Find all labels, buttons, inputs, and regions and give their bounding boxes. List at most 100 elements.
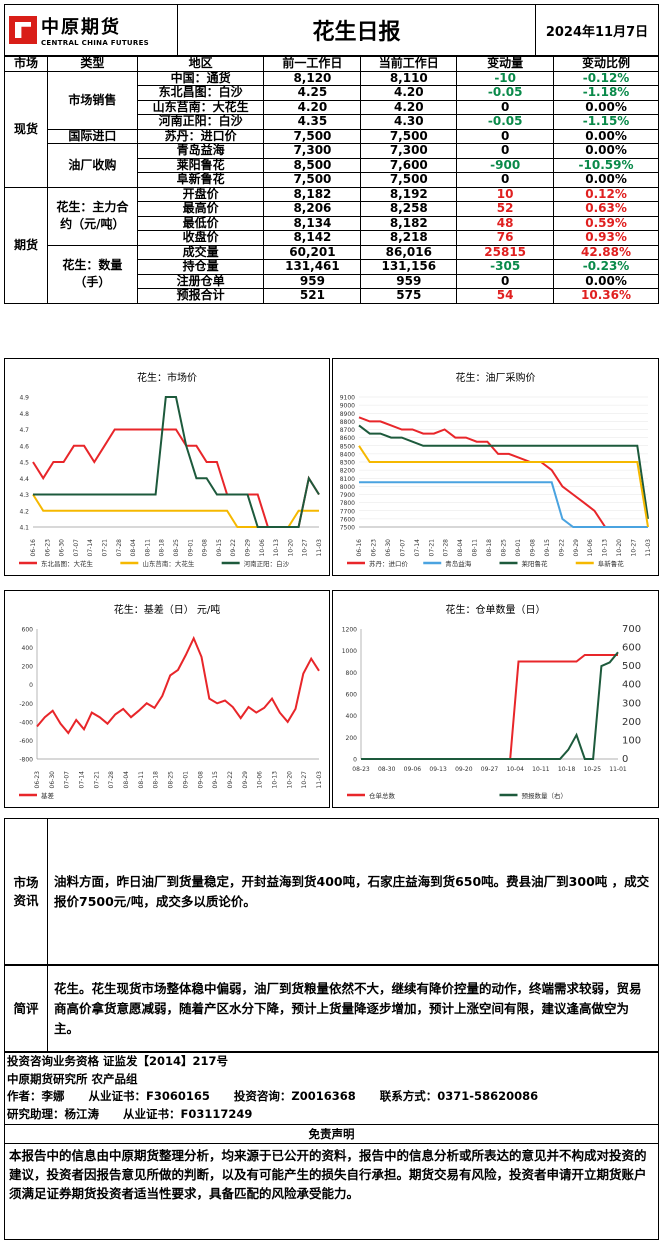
prev-value-cell: 8,134 bbox=[263, 215, 362, 231]
table-row: 最高价 8,206 8,258 52 0.63% bbox=[5, 201, 659, 217]
x-tick-label: 08-18 bbox=[486, 539, 493, 557]
prev-value-cell: 521 bbox=[263, 288, 362, 304]
x-tick-label: 09-08 bbox=[529, 539, 536, 557]
cur-value-cell: 8,110 bbox=[360, 70, 458, 86]
disclaimer-title: 免责声明 bbox=[4, 1124, 659, 1144]
chart-title: 花生：市场价 bbox=[137, 371, 197, 384]
ratio-cell: 0.63% bbox=[553, 201, 659, 217]
prev-value-cell: 8,120 bbox=[263, 70, 362, 86]
chart-market-price: 花生：市场价 4.9 4.8 4.7 4.6 4.5 4.4 4.3 4.2 4.1 06-16 06… bbox=[4, 358, 330, 576]
x-tick-label: 07-28 bbox=[116, 539, 123, 557]
col-header-change: 变动量 bbox=[456, 56, 555, 72]
legend-label: 青岛益海 bbox=[445, 559, 472, 568]
x-tick-label: 06-30 bbox=[49, 771, 56, 789]
y-tick-label: 4.7 bbox=[19, 427, 29, 434]
series-line bbox=[33, 396, 320, 528]
y-tick-label: 8000 bbox=[340, 484, 355, 491]
market-info-section: 市场资讯 油料方面，昨日油厂到货量稳定，开封益海到货400吨，石家庄益海到货65… bbox=[4, 818, 659, 965]
y-tick-label: -400 bbox=[19, 719, 33, 726]
y-tick-label: 7900 bbox=[340, 492, 355, 499]
y-tick-label: 400 bbox=[346, 713, 358, 720]
table-row: 国际进口 苏丹：进口价 7,500 7,500 0 0.00% bbox=[5, 128, 659, 144]
y-tick-label: 9000 bbox=[340, 403, 355, 410]
x-tick-label: 07-21 bbox=[93, 771, 100, 789]
x-tick-label: 08-04 bbox=[457, 539, 464, 557]
x-tick-label: 09-13 bbox=[429, 766, 447, 773]
change-cell: -10 bbox=[456, 70, 555, 86]
cur-value-cell: 8,192 bbox=[360, 186, 458, 202]
logo-en-text: CENTRAL CHINA FUTURES bbox=[41, 39, 150, 47]
legend-label: 河南正阳：白沙 bbox=[244, 559, 290, 568]
x-tick-label: 10-06 bbox=[257, 771, 264, 789]
y-tick-label: 200 bbox=[22, 664, 34, 671]
x-tick-label: 06-23 bbox=[370, 539, 377, 557]
price-table: 市场 类型 地区 前一工作日 当前工作日 变动量 变动比例 现货 市场销售 中国：通… bbox=[4, 56, 659, 304]
ratio-cell: -1.15% bbox=[553, 114, 659, 130]
change-cell: 25815 bbox=[456, 244, 555, 260]
y-tick-label: 4.2 bbox=[19, 508, 29, 515]
table-row: 预报合计 521 575 54 10.36% bbox=[5, 288, 659, 304]
x-tick-label: 06-30 bbox=[385, 539, 392, 557]
market-spot-cell: 现货 bbox=[4, 70, 48, 188]
x-tick-label: 11-03 bbox=[645, 539, 652, 557]
x-tick-label: 09-22 bbox=[230, 539, 237, 557]
prev-value-cell: 60,201 bbox=[263, 244, 362, 260]
cur-value-cell: 7,300 bbox=[360, 143, 458, 159]
y-tick-label: 1200 bbox=[342, 627, 357, 634]
region-cell: 苏丹：进口价 bbox=[136, 128, 265, 144]
x-tick-label: 07-21 bbox=[428, 539, 435, 557]
x-tick-label: 10-27 bbox=[301, 771, 308, 789]
table-row: 河南正阳：白沙 4.35 4.30 -0.05 -1.15% bbox=[5, 114, 659, 130]
y-right-tick-label: 0 bbox=[622, 754, 628, 765]
x-tick-label: 10-13 bbox=[271, 771, 278, 789]
prev-value-cell: 4.35 bbox=[263, 114, 362, 130]
x-tick-label: 09-27 bbox=[481, 766, 499, 773]
region-cell: 莱阳鲁花 bbox=[136, 157, 265, 173]
comment-label: 简评 bbox=[5, 966, 48, 1051]
y-tick-label: -600 bbox=[19, 738, 33, 745]
x-tick-label: 10-13 bbox=[602, 539, 609, 557]
y-tick-label: 4.9 bbox=[19, 395, 29, 402]
y-tick-label: 1000 bbox=[342, 648, 357, 655]
y-right-tick-label: 200 bbox=[622, 717, 641, 728]
legend-label: 预报数量（右） bbox=[522, 791, 568, 800]
y-tick-label: 7600 bbox=[340, 516, 355, 523]
y-right-tick-label: 300 bbox=[622, 698, 641, 709]
region-cell: 河南正阳：白沙 bbox=[136, 114, 265, 130]
x-tick-label: 06-30 bbox=[59, 539, 66, 557]
table-row: 东北昌图：白沙 4.25 4.20 -0.05 -1.18% bbox=[5, 85, 659, 101]
change-cell: 48 bbox=[456, 215, 555, 231]
market-futures-cell: 期货 bbox=[4, 186, 48, 304]
ratio-cell: -10.59% bbox=[553, 157, 659, 173]
ratio-cell: 0.12% bbox=[553, 186, 659, 202]
institute-line: 中原期货研究所 农产品组 bbox=[7, 1071, 138, 1086]
ratio-cell: 0.00% bbox=[553, 99, 659, 115]
x-tick-label: 08-25 bbox=[173, 539, 180, 557]
x-tick-label: 10-25 bbox=[584, 766, 602, 773]
x-tick-label: 07-28 bbox=[108, 771, 115, 789]
type-market-sales: 市场销售 bbox=[46, 70, 138, 130]
col-header-ratio: 变动比例 bbox=[553, 56, 659, 72]
x-tick-label: 10-18 bbox=[558, 766, 576, 773]
ratio-cell: 0.59% bbox=[553, 215, 659, 231]
license-line: 投资咨询业务资格 证监发【2014】217号 bbox=[7, 1054, 229, 1068]
change-cell: 76 bbox=[456, 230, 555, 246]
region-cell: 最高价 bbox=[136, 201, 265, 217]
ratio-cell: -0.23% bbox=[553, 259, 659, 275]
prev-value-cell: 8,142 bbox=[263, 230, 362, 246]
change-cell: -0.05 bbox=[456, 85, 555, 101]
report-date: 2024年11月7日 bbox=[545, 24, 649, 40]
series-line bbox=[359, 481, 648, 528]
cur-value-cell: 7,500 bbox=[360, 172, 458, 188]
chart-title: 花生：基差（日） 元/吨 bbox=[114, 603, 221, 616]
legend-label: 东北昌图：大花生 bbox=[41, 559, 94, 568]
ratio-cell: 42.88% bbox=[553, 244, 659, 260]
x-tick-label: 11-03 bbox=[316, 539, 323, 557]
x-tick-label: 08-18 bbox=[153, 771, 160, 789]
y-tick-label: 4.8 bbox=[19, 411, 29, 418]
y-tick-label: 200 bbox=[346, 735, 358, 742]
col-header-region: 地区 bbox=[136, 56, 265, 72]
series-line bbox=[358, 424, 649, 520]
table-row: 莱阳鲁花 8,500 7,600 -900 -10.59% bbox=[5, 157, 659, 173]
chart-title: 花生：仓单数量（日） bbox=[446, 603, 546, 616]
